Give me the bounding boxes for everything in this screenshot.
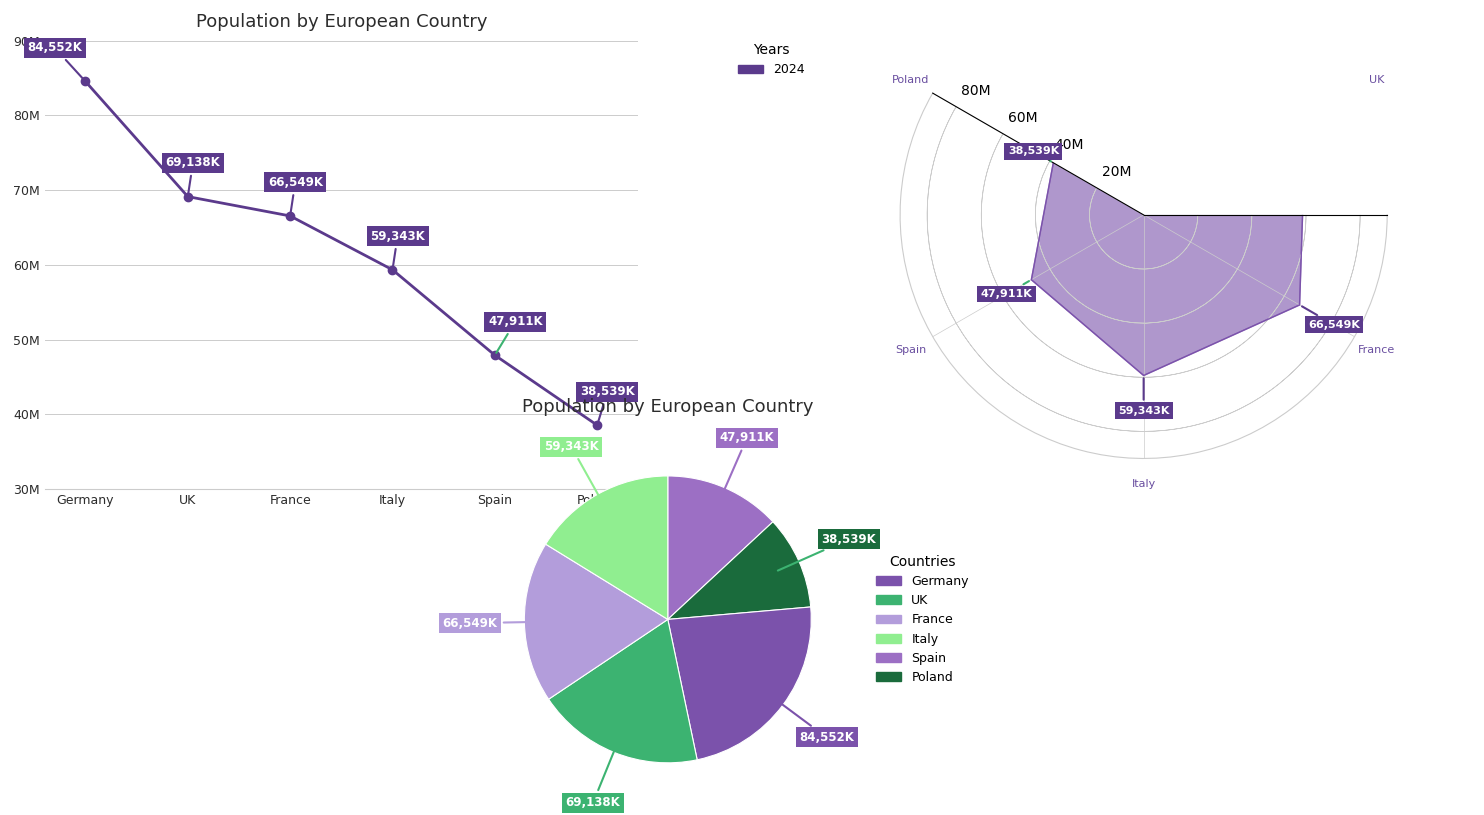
Text: 47,911K: 47,911K	[715, 431, 775, 509]
Text: 69,138K: 69,138K	[166, 156, 220, 194]
Text: 47,911K: 47,911K	[488, 315, 543, 353]
Text: 59,343K: 59,343K	[545, 440, 608, 514]
Polygon shape	[1031, 0, 1306, 376]
Text: 38,539K: 38,539K	[778, 533, 876, 570]
Wedge shape	[668, 522, 810, 619]
Text: 59,343K: 59,343K	[370, 230, 424, 267]
Wedge shape	[668, 476, 773, 619]
Title: Population by European Country: Population by European Country	[196, 13, 487, 31]
Title: Population by European Country: Population by European Country	[522, 398, 813, 416]
Text: 38,539K: 38,539K	[1008, 147, 1060, 161]
Legend: 2024: 2024	[733, 38, 810, 82]
Text: 66,549K: 66,549K	[442, 617, 548, 630]
Legend: Germany, UK, France, Italy, Spain, Poland: Germany, UK, France, Italy, Spain, Polan…	[871, 549, 974, 689]
Text: 66,549K: 66,549K	[1301, 306, 1359, 330]
Text: 84,552K: 84,552K	[27, 42, 83, 79]
Text: 59,343K: 59,343K	[1117, 378, 1169, 416]
Text: 66,549K: 66,549K	[267, 176, 322, 214]
Wedge shape	[546, 476, 668, 619]
Wedge shape	[668, 607, 812, 760]
Text: 69,138K: 69,138K	[565, 731, 622, 809]
Text: 47,911K: 47,911K	[981, 281, 1033, 299]
Text: 38,539K: 38,539K	[580, 385, 635, 422]
Wedge shape	[549, 619, 697, 763]
Wedge shape	[524, 544, 668, 699]
Text: 84,552K: 84,552K	[764, 691, 855, 744]
